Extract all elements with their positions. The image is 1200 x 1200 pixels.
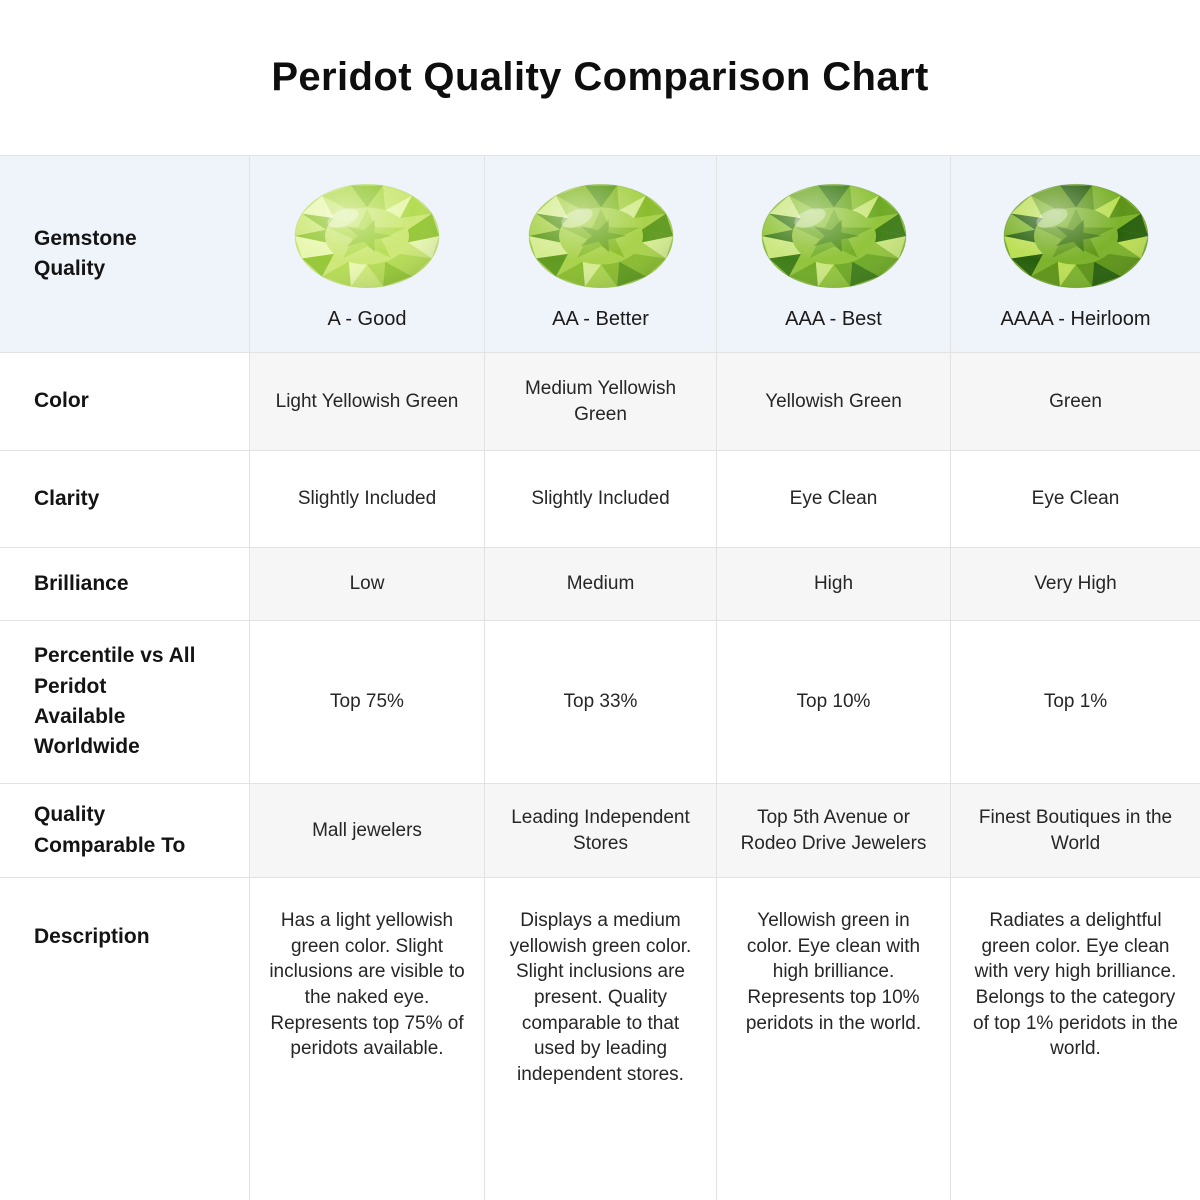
cell-brilliance-aa: Medium xyxy=(484,548,716,621)
row-label-percentile: Percentile vs All Peridot Available Worl… xyxy=(0,621,249,784)
column-header-a-good: A - Good xyxy=(249,156,484,353)
cell-clarity-aaaa: Eye Clean xyxy=(950,451,1200,548)
grade-label-aaa-best: AAA - Best xyxy=(785,308,882,330)
gem-image-aaa-best xyxy=(759,181,909,291)
cell-description-aa: Displays a medium yellowish green color.… xyxy=(484,878,716,1200)
cell-comparable-a: Mall jewelers xyxy=(249,784,484,878)
cell-percentile-aa: Top 33% xyxy=(484,621,716,784)
column-header-aa-better: AA - Better xyxy=(484,156,716,353)
grade-label-aaaa-heirloom: AAAA - Heirloom xyxy=(1000,308,1151,330)
cell-percentile-aaa: Top 10% xyxy=(716,621,950,784)
cell-color-aa: Medium Yellowish Green xyxy=(484,353,716,451)
cell-comparable-aaaa: Finest Boutiques in the World xyxy=(950,784,1200,878)
gem-image-aaaa-heirloom xyxy=(1001,181,1151,291)
cell-color-aaaa: Green xyxy=(950,353,1200,451)
cell-clarity-aaa: Eye Clean xyxy=(716,451,950,548)
cell-brilliance-aaa: High xyxy=(716,548,950,621)
row-label-description: Description xyxy=(0,878,249,1200)
page-header: Peridot Quality Comparison Chart xyxy=(0,0,1200,155)
column-header-aaaa-heirloom: AAAA - Heirloom xyxy=(950,156,1200,353)
row-label-color: Color xyxy=(0,353,249,451)
gem-image-aa-better xyxy=(526,181,676,291)
cell-percentile-aaaa: Top 1% xyxy=(950,621,1200,784)
cell-description-aaa: Yellowish green in color. Eye clean with… xyxy=(716,878,950,1200)
row-label-comparable: Quality Comparable To xyxy=(0,784,249,878)
column-header-aaa-best: AAA - Best xyxy=(716,156,950,353)
cell-brilliance-aaaa: Very High xyxy=(950,548,1200,621)
cell-color-a: Light Yellowish Green xyxy=(249,353,484,451)
row-label-clarity: Clarity xyxy=(0,451,249,548)
cell-clarity-aa: Slightly Included xyxy=(484,451,716,548)
cell-percentile-a: Top 75% xyxy=(249,621,484,784)
cell-color-aaa: Yellowish Green xyxy=(716,353,950,451)
page-title: Peridot Quality Comparison Chart xyxy=(271,55,929,99)
comparison-table: Gemstone Quality A - Good AA - Better AA… xyxy=(0,155,1200,1200)
gem-image-a-good xyxy=(292,181,442,291)
grade-label-aa-better: AA - Better xyxy=(552,308,649,330)
row-label-brilliance: Brilliance xyxy=(0,548,249,621)
grade-label-a-good: A - Good xyxy=(327,308,407,330)
row-label-gemstone-quality: Gemstone Quality xyxy=(0,156,249,353)
cell-comparable-aaa: Top 5th Avenue or Rodeo Drive Jewelers xyxy=(716,784,950,878)
cell-clarity-a: Slightly Included xyxy=(249,451,484,548)
cell-description-aaaa: Radiates a delightful green color. Eye c… xyxy=(950,878,1200,1200)
cell-brilliance-a: Low xyxy=(249,548,484,621)
cell-comparable-aa: Leading Independent Stores xyxy=(484,784,716,878)
cell-description-a: Has a light yellowish green color. Sligh… xyxy=(249,878,484,1200)
